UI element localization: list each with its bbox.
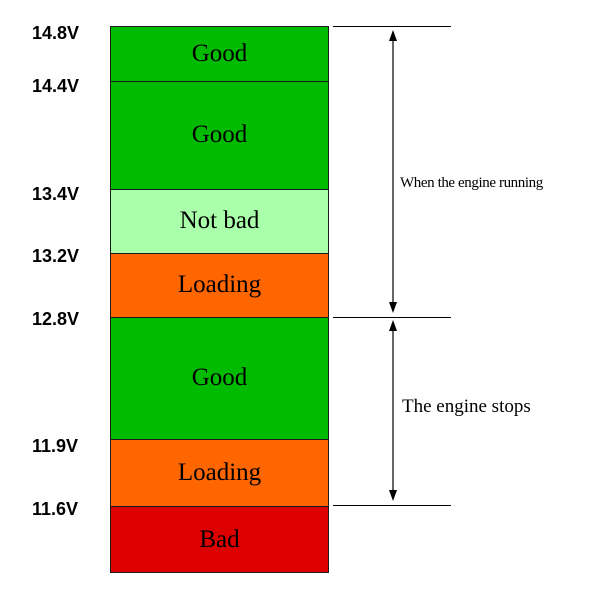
segment-bad: Bad	[111, 506, 328, 572]
segment-divider	[111, 81, 328, 82]
voltage-label-11-6: 11.6V	[32, 499, 79, 519]
annotation-engine-stops: The engine stops	[402, 396, 531, 417]
segment-divider	[111, 189, 328, 190]
voltage-label-14-8: 14.8V	[32, 23, 80, 43]
annotation-engine-running: When the engine running	[400, 175, 543, 191]
voltage-label-13-4: 13.4V	[32, 184, 80, 204]
segment-good-upper: Good	[111, 81, 328, 189]
segment-not-bad: Not bad	[111, 189, 328, 253]
guide-line-top	[333, 26, 451, 27]
arrow-engine-stops	[389, 320, 397, 501]
segment-divider	[111, 506, 328, 507]
segment-divider	[111, 253, 328, 254]
segment-divider	[111, 439, 328, 440]
segment-good-lower: Good	[111, 317, 328, 439]
voltage-label-13-2: 13.2V	[32, 246, 80, 266]
voltage-label-14-4: 14.4V	[32, 76, 80, 96]
voltage-status-bar: Good Good Not bad Loading Good Loading B…	[110, 26, 329, 573]
voltage-label-11-9: 11.9V	[32, 436, 79, 456]
segment-loading-upper: Loading	[111, 253, 328, 317]
voltage-label-12-8: 12.8V	[32, 309, 80, 329]
arrow-engine-running	[389, 30, 397, 313]
segment-good-top: Good	[111, 27, 328, 81]
segment-loading-lower: Loading	[111, 439, 328, 506]
guide-line-bottom	[333, 505, 451, 506]
guide-line-middle	[333, 317, 451, 318]
segment-divider	[111, 317, 328, 318]
